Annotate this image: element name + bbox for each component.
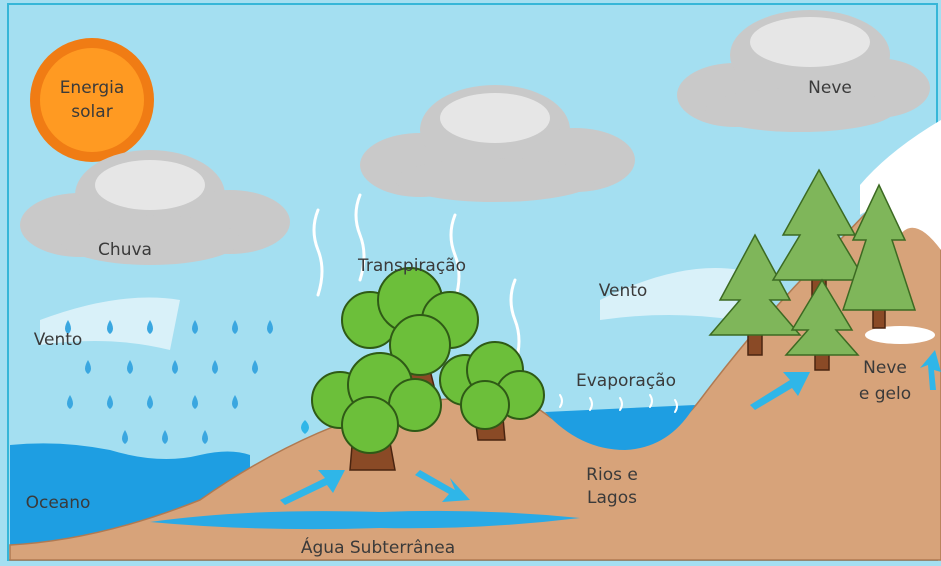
cloud-part [395, 158, 595, 202]
label: Água Subterrânea [301, 536, 455, 558]
tree-part [461, 381, 509, 429]
label: solar [71, 102, 112, 122]
label: Oceano [26, 493, 91, 513]
cloud-part [440, 93, 550, 143]
label: e gelo [859, 384, 911, 404]
label: Neve [863, 358, 907, 378]
sun-part [40, 48, 144, 152]
label: Rios e [586, 465, 638, 485]
label: Vento [34, 330, 83, 350]
label: Lagos [587, 488, 637, 508]
cloud-part [95, 160, 205, 210]
label: Vento [599, 281, 648, 301]
label: Transpiração [357, 256, 466, 276]
label: Chuva [98, 240, 152, 260]
label: Neve [808, 78, 852, 98]
label: Energia [60, 78, 125, 98]
sun [30, 38, 154, 162]
water-cycle-diagram: Energia solar Chuva Vento Transpiração V… [0, 0, 941, 566]
label: Evaporação [576, 371, 676, 391]
cloud-part [750, 17, 870, 67]
cloud-part [705, 88, 895, 132]
tree-part [342, 397, 398, 453]
